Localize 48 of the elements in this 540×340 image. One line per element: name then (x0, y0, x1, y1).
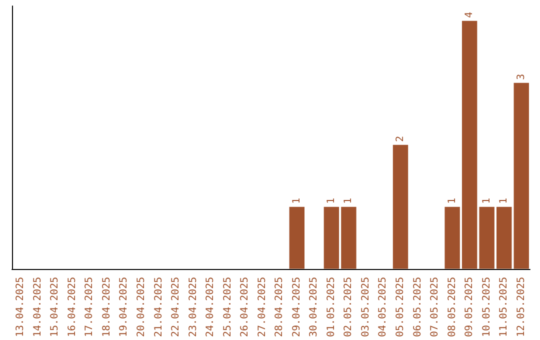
x-tick-label: 19.04.2025 (118, 276, 130, 338)
x-tick-label: 09.05.2025 (464, 276, 476, 338)
x-tick-label: 11.05.2025 (498, 276, 510, 338)
x-tick-label: 15.04.2025 (50, 276, 61, 338)
data-label: 2 (395, 136, 406, 142)
data-label: 1 (326, 198, 337, 204)
x-tick-label: 28.04.2025 (274, 276, 286, 338)
bar (341, 206, 356, 269)
bar (479, 206, 494, 269)
x-tick-label: 24.04.2025 (205, 276, 216, 338)
bar (324, 206, 340, 269)
data-label: 1 (446, 198, 458, 204)
bar (462, 20, 478, 269)
x-tick-label: 13.04.2025 (15, 276, 26, 338)
data-label: 3 (516, 74, 527, 80)
x-tick-label: 12.05.2025 (516, 276, 527, 338)
x-tick-label: 02.05.2025 (343, 276, 354, 338)
x-tick-label: 05.05.2025 (395, 276, 406, 338)
x-tick-label: 08.05.2025 (446, 276, 458, 338)
x-tick-label: 03.05.2025 (360, 276, 372, 338)
data-label: 1 (291, 198, 302, 204)
data-label: 1 (498, 198, 510, 204)
x-tick-label: 10.05.2025 (481, 276, 492, 338)
x-tick-label: 20.04.2025 (136, 276, 147, 338)
bar (496, 206, 512, 269)
bar (289, 206, 304, 269)
x-tick-label: 14.04.2025 (32, 276, 44, 338)
x-tick-label: 29.04.2025 (291, 276, 302, 338)
bar (392, 144, 408, 269)
x-tick-label: 21.04.2025 (153, 276, 164, 338)
x-tick-label: 30.04.2025 (308, 276, 320, 338)
x-tick-label: 17.04.2025 (84, 276, 96, 338)
x-tick-label: 18.04.2025 (101, 276, 112, 338)
bar (514, 82, 529, 269)
x-tick-label: 01.05.2025 (326, 276, 337, 338)
x-tick-label: 16.04.2025 (66, 276, 78, 338)
x-tick-label: 04.05.2025 (378, 276, 389, 338)
x-tick-label: 27.04.2025 (256, 276, 268, 338)
data-label: 1 (481, 198, 492, 204)
bar (444, 206, 460, 269)
x-tick-label: 25.04.2025 (222, 276, 234, 338)
data-label: 4 (464, 12, 476, 18)
data-label: 1 (343, 198, 354, 204)
x-tick-label: 06.05.2025 (412, 276, 424, 338)
x-tick-label: 26.04.2025 (240, 276, 251, 338)
x-tick-label: 07.05.2025 (430, 276, 441, 338)
x-tick-label: 22.04.2025 (170, 276, 182, 338)
x-tick-label: 23.04.2025 (188, 276, 199, 338)
